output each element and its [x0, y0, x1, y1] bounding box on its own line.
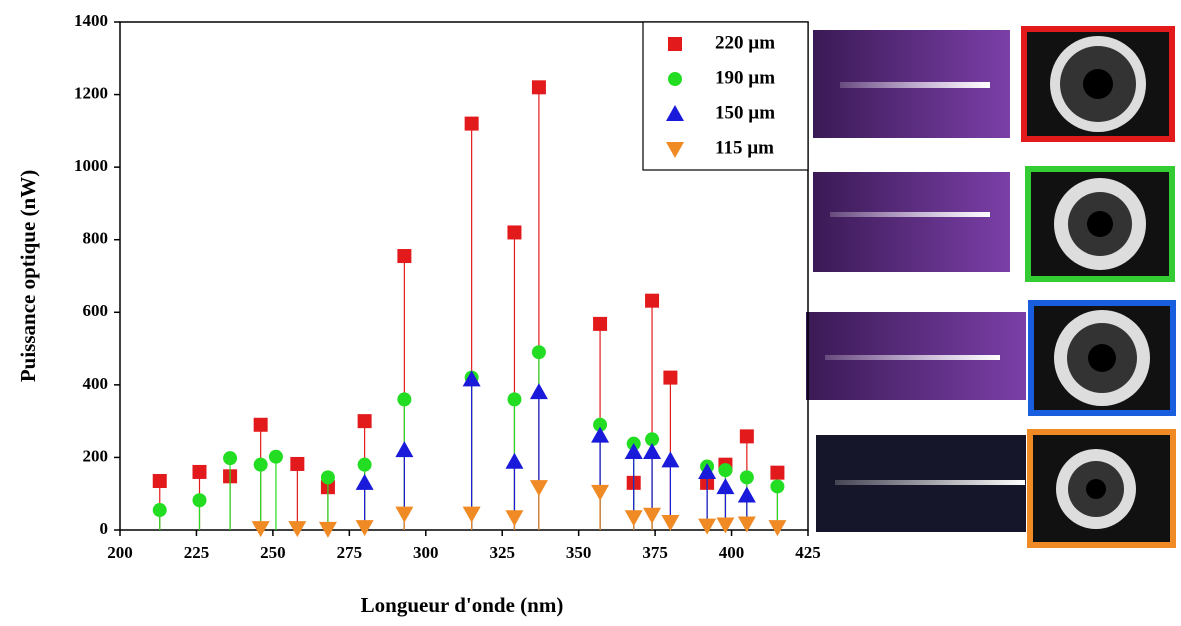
marker — [661, 451, 680, 468]
y-tick-label: 0 — [100, 519, 109, 538]
marker — [718, 463, 733, 478]
marker — [357, 414, 372, 429]
fiber-hole — [1086, 479, 1106, 499]
marker — [192, 464, 207, 479]
fiber-hole — [1087, 211, 1113, 237]
marker — [462, 506, 481, 523]
x-tick-label: 250 — [260, 543, 286, 562]
marker — [645, 293, 660, 308]
marker — [737, 516, 756, 533]
y-tick-label: 1000 — [74, 156, 108, 175]
marker — [192, 493, 207, 508]
marker — [643, 507, 662, 524]
marker — [698, 462, 717, 479]
x-tick-label: 325 — [489, 543, 515, 562]
fiber-hole — [1088, 344, 1116, 372]
marker — [593, 417, 608, 432]
marker — [624, 510, 643, 527]
x-tick-label: 200 — [107, 543, 133, 562]
marker — [397, 249, 412, 264]
marker — [355, 520, 374, 537]
legend-label: 190 µm — [715, 67, 775, 88]
x-tick-label: 400 — [719, 543, 745, 562]
legend-label: 150 µm — [715, 102, 775, 123]
marker — [507, 225, 522, 240]
marker — [591, 484, 610, 501]
marker — [624, 442, 643, 459]
legend-marker — [668, 37, 682, 51]
marker — [531, 80, 546, 95]
marker — [397, 392, 412, 407]
y-axis-label: Puissance optique (nW) — [16, 170, 40, 382]
marker — [152, 503, 167, 518]
x-tick-label: 225 — [184, 543, 210, 562]
marker — [268, 449, 283, 464]
y-tick-label: 400 — [83, 374, 109, 393]
x-tick-label: 275 — [337, 543, 363, 562]
marker — [529, 480, 548, 497]
y-tick-label: 200 — [83, 446, 109, 465]
x-tick-label: 375 — [642, 543, 668, 562]
marker — [253, 457, 268, 472]
marker — [464, 116, 479, 131]
x-axis-label: Longueur d'onde (nm) — [361, 593, 564, 617]
marker — [698, 518, 717, 535]
marker — [318, 521, 337, 538]
marker — [320, 470, 335, 485]
marker — [716, 517, 735, 534]
marker — [739, 470, 754, 485]
marker — [663, 370, 678, 385]
y-tick-label: 1400 — [74, 11, 108, 30]
marker — [737, 486, 756, 503]
marker — [357, 457, 372, 472]
marker — [645, 432, 660, 447]
beam — [825, 355, 1000, 360]
marker — [152, 474, 167, 489]
marker — [770, 465, 785, 480]
marker — [395, 441, 414, 458]
marker — [288, 521, 307, 538]
x-tick-label: 425 — [795, 543, 821, 562]
legend-marker — [666, 142, 684, 158]
marker — [251, 521, 270, 538]
legend-marker — [668, 72, 682, 86]
marker — [355, 473, 374, 490]
marker — [643, 442, 662, 459]
marker — [290, 456, 305, 471]
legend-label: 220 µm — [715, 32, 775, 53]
y-tick-label: 800 — [83, 229, 109, 248]
fiber-images — [806, 26, 1176, 548]
x-tick-label: 300 — [413, 543, 439, 562]
y-tick-label: 1200 — [74, 83, 108, 102]
marker — [223, 451, 238, 466]
marker — [739, 429, 754, 444]
marker — [462, 370, 481, 387]
plot-frame — [119, 21, 809, 531]
marker — [591, 426, 610, 443]
marker — [505, 510, 524, 527]
marker — [531, 345, 546, 360]
marker — [768, 520, 787, 537]
beam — [840, 82, 990, 88]
x-tick-label: 350 — [566, 543, 592, 562]
y-tick-label: 600 — [83, 301, 109, 320]
marker — [395, 506, 414, 523]
beam — [835, 480, 1025, 485]
marker — [716, 478, 735, 495]
marker — [529, 383, 548, 400]
legend-label: 115 µm — [715, 137, 774, 158]
marker — [770, 479, 785, 494]
beam — [830, 212, 990, 217]
photo — [813, 172, 1010, 272]
marker — [505, 452, 524, 469]
marker — [593, 316, 608, 331]
legend-marker — [666, 105, 684, 121]
marker — [661, 515, 680, 532]
marker — [253, 417, 268, 432]
marker — [507, 392, 522, 407]
fiber-hole — [1083, 69, 1113, 99]
